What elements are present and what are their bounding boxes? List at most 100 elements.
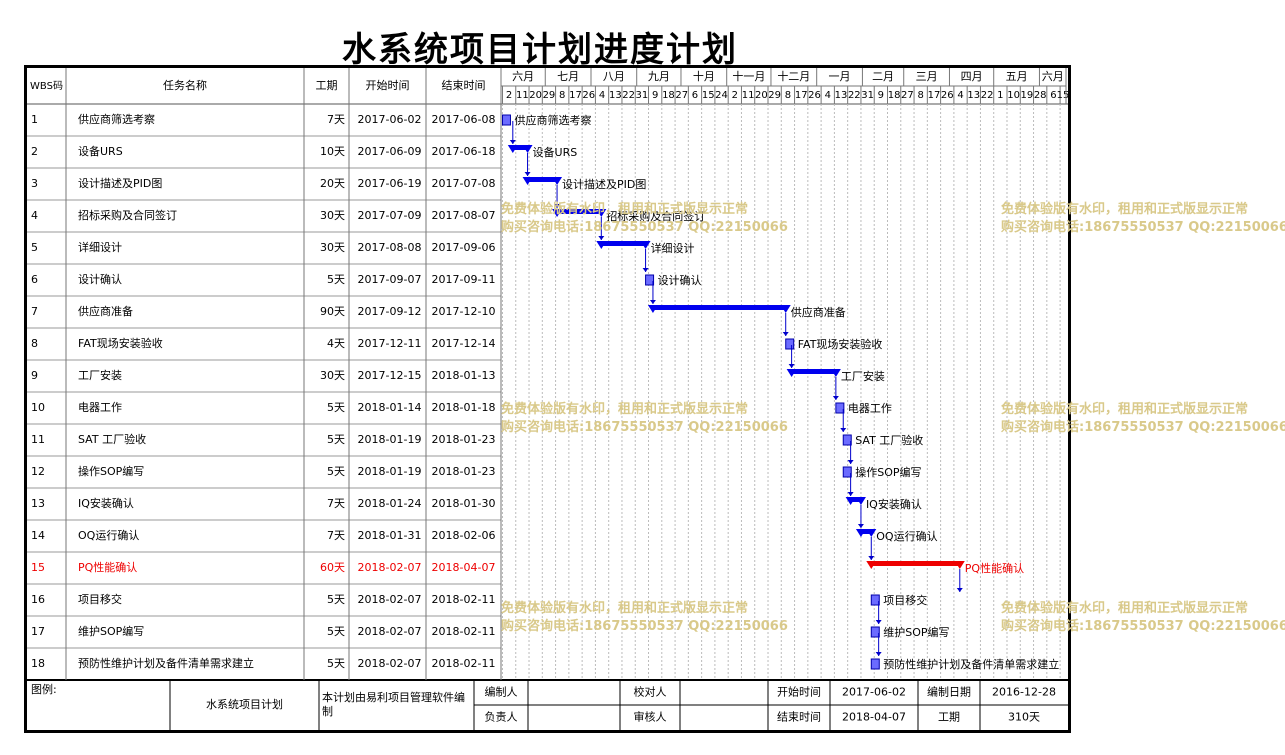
- task-wbs: 1: [31, 113, 38, 126]
- task-bar-label: 供应商准备: [791, 305, 846, 319]
- task-bar: [501, 114, 511, 126]
- timeline-day: 29: [768, 90, 781, 101]
- task-bar-start-marker: [845, 497, 856, 505]
- task-name: 设计描述及PID图: [78, 176, 162, 190]
- task-start: 2018-02-07: [358, 561, 422, 574]
- timeline-day: 6: [1050, 90, 1056, 101]
- task-bar-label: IQ安装确认: [866, 497, 922, 511]
- timeline-day: 4: [599, 90, 605, 101]
- timeline-day: 8: [559, 90, 565, 101]
- task-bar-end-marker: [596, 209, 607, 217]
- timeline-month: 七月: [557, 70, 579, 83]
- task-wbs: 13: [31, 497, 45, 510]
- task-bar-start-marker: [552, 209, 563, 217]
- task-end: 2017-12-10: [432, 305, 496, 318]
- timeline-day: 17: [795, 90, 808, 101]
- task-bar: [860, 529, 872, 534]
- task-start: 2018-01-19: [358, 465, 422, 478]
- task-bar-label: PQ性能确认: [965, 561, 1024, 575]
- timeline-month: 一月: [829, 70, 851, 83]
- task-duration: 5天: [327, 625, 345, 638]
- task-duration: 30天: [320, 369, 345, 382]
- task-bar-start-marker: [522, 177, 533, 185]
- task-bar-end-marker: [830, 369, 841, 377]
- timeline-day: 19: [1021, 90, 1034, 101]
- task-name: 详细设计: [78, 240, 122, 254]
- footer-note: 本计划由易利项目管理软件编: [322, 690, 465, 704]
- dependency-arrowhead: [857, 524, 864, 528]
- task-bar: [652, 305, 786, 310]
- task-bar-label: FAT现场安装验收: [798, 337, 883, 351]
- task-end: 2017-09-11: [432, 273, 496, 286]
- task-bar: [870, 658, 880, 670]
- task-end: 2018-01-13: [432, 369, 496, 382]
- task-name: 电器工作: [78, 401, 122, 414]
- task-duration: 7天: [327, 529, 345, 542]
- header-duration: 工期: [316, 79, 338, 92]
- task-bar-end-marker: [954, 561, 965, 569]
- task-wbs: 12: [31, 465, 45, 478]
- task-start: 2017-07-09: [358, 209, 422, 222]
- footer-end-label: 结束时间: [777, 711, 821, 724]
- task-end: 2018-04-07: [432, 561, 496, 574]
- watermark-line: 购买咨询电话:18675550537 QQ:22150066: [1001, 220, 1285, 235]
- timeline-day: 20: [755, 90, 768, 101]
- task-bar-end-marker: [552, 177, 563, 185]
- task-start: 2017-09-12: [358, 305, 422, 318]
- task-duration: 30天: [320, 241, 345, 254]
- task-start: 2018-01-31: [358, 529, 422, 542]
- watermark-line: 免费体验版有水印，租用和正式版显示正常: [501, 402, 749, 417]
- header-end: 结束时间: [442, 79, 486, 92]
- timeline-day: 27: [901, 90, 914, 101]
- task-start: 2018-01-14: [358, 401, 422, 414]
- timeline-day: 26: [941, 90, 954, 101]
- task-bar-label: 招标采购及合同签订: [606, 209, 705, 223]
- task-duration: 7天: [327, 497, 345, 510]
- task-duration: 5天: [327, 465, 345, 478]
- timeline-month: 八月: [603, 70, 625, 83]
- task-start: 2017-12-11: [358, 337, 422, 350]
- task-bar: [512, 145, 528, 150]
- timeline-month: 九月: [648, 70, 670, 83]
- timeline-day: 31: [861, 90, 874, 101]
- task-bar: [791, 369, 836, 374]
- footer-project-name: 水系统项目计划: [206, 698, 283, 711]
- task-end: 2017-12-14: [432, 337, 496, 350]
- task-bar-end-marker: [640, 241, 651, 249]
- task-name: 招标采购及合同签订: [78, 208, 177, 222]
- timeline-day: 9: [652, 90, 658, 101]
- timeline-day: 20: [529, 90, 542, 101]
- timeline-day: 11: [516, 90, 529, 101]
- task-bar-end-marker: [866, 529, 877, 537]
- task-duration: 5天: [327, 657, 345, 670]
- task-end: 2018-01-23: [432, 433, 496, 446]
- task-name: FAT现场安装验收: [78, 336, 163, 350]
- task-wbs: 4: [31, 209, 38, 222]
- dependency-arrowhead: [840, 428, 847, 432]
- watermark-line: 免费体验版有水印，租用和正式版显示正常: [501, 202, 749, 217]
- dependency-arrowhead: [956, 588, 963, 592]
- task-end: 2017-09-06: [432, 241, 496, 254]
- task-bar: [835, 402, 845, 414]
- header-name: 任务名称: [163, 78, 207, 92]
- watermark-text: 免费体验版有水印，租用和正式版显示正常 购买咨询电话:18675550537 QQ…: [501, 401, 788, 437]
- watermark-line: 免费体验版有水印，租用和正式版显示正常: [1001, 601, 1249, 616]
- task-name: 操作SOP编写: [78, 464, 144, 478]
- task-bar: [601, 241, 646, 246]
- task-wbs: 5: [31, 241, 38, 254]
- task-wbs: 14: [31, 529, 45, 542]
- task-wbs: 7: [31, 305, 38, 318]
- timeline-month: 四月: [961, 70, 983, 83]
- task-duration: 60天: [320, 561, 345, 574]
- dependency-arrowhead: [868, 556, 875, 560]
- task-duration: 20天: [320, 177, 345, 190]
- task-start: 2017-06-09: [358, 145, 422, 158]
- footer-owner-label: 负责人: [485, 710, 518, 724]
- task-wbs: 3: [31, 177, 38, 190]
- task-bar: [527, 177, 558, 182]
- task-bar-start-marker: [596, 241, 607, 249]
- task-end: 2017-07-08: [432, 177, 496, 190]
- footer-duration-value: 310天: [1008, 711, 1040, 724]
- task-end: 2018-02-11: [432, 625, 496, 638]
